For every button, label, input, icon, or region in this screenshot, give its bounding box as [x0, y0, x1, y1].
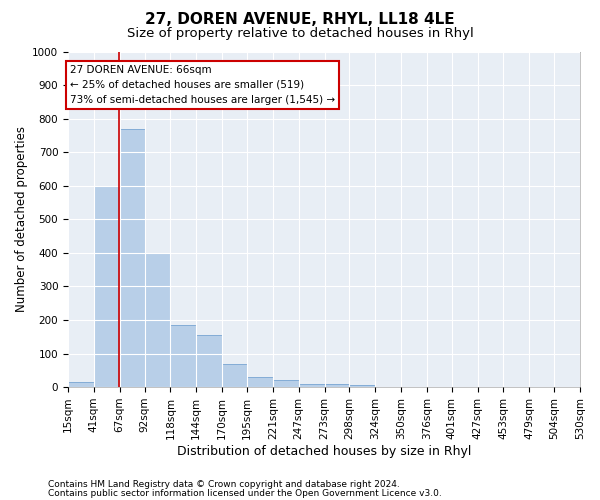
X-axis label: Distribution of detached houses by size in Rhyl: Distribution of detached houses by size …: [177, 444, 471, 458]
Bar: [273, 380, 299, 387]
Y-axis label: Number of detached properties: Number of detached properties: [15, 126, 28, 312]
Bar: [196, 335, 222, 387]
Bar: [120, 128, 145, 387]
Bar: [247, 377, 273, 387]
Text: Size of property relative to detached houses in Rhyl: Size of property relative to detached ho…: [127, 28, 473, 40]
Bar: [68, 382, 94, 387]
Bar: [325, 384, 349, 387]
Bar: [222, 364, 247, 387]
Text: 27 DOREN AVENUE: 66sqm
← 25% of detached houses are smaller (519)
73% of semi-de: 27 DOREN AVENUE: 66sqm ← 25% of detached…: [70, 65, 335, 104]
Text: Contains public sector information licensed under the Open Government Licence v3: Contains public sector information licen…: [48, 488, 442, 498]
Bar: [349, 386, 375, 387]
Text: Contains HM Land Registry data © Crown copyright and database right 2024.: Contains HM Land Registry data © Crown c…: [48, 480, 400, 489]
Bar: [94, 186, 120, 387]
Bar: [170, 325, 196, 387]
Bar: [299, 384, 325, 387]
Bar: [145, 253, 170, 387]
Text: 27, DOREN AVENUE, RHYL, LL18 4LE: 27, DOREN AVENUE, RHYL, LL18 4LE: [145, 12, 455, 28]
